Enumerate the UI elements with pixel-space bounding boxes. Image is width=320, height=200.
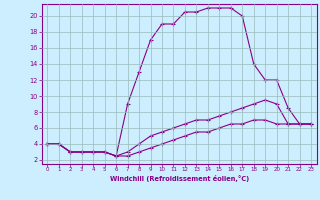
X-axis label: Windchill (Refroidissement éolien,°C): Windchill (Refroidissement éolien,°C) — [109, 175, 249, 182]
